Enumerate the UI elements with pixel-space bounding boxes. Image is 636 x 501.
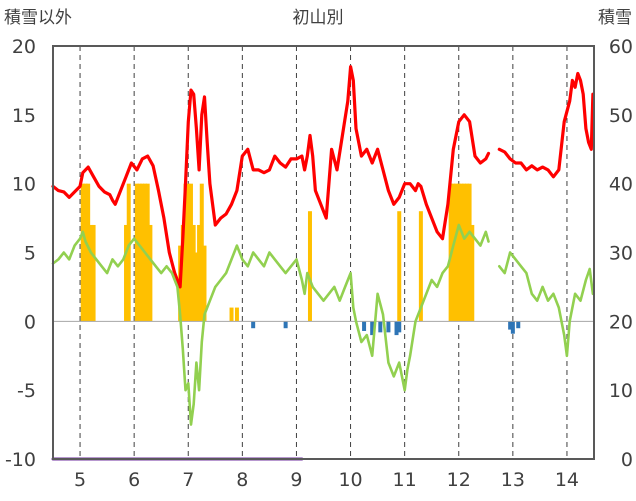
series-line-temp_max-1 [497,71,595,179]
right-tick-label: 50 [609,105,633,127]
right-tick-label: 30 [609,243,633,265]
x-tick-label: 5 [74,469,86,491]
right-tick-label: 20 [609,311,633,333]
negative-bar-0 [251,321,256,329]
precip-bar-35 [467,183,472,322]
x-tick-label: 13 [501,469,525,491]
left-tick-label: -10 [5,449,36,471]
precip-bar-7 [134,183,139,322]
right-tick-label: 60 [609,36,633,58]
precip-bar-34 [464,183,469,322]
x-axis-ticks: 5 6 7 8 9 10 11 12 13 14 [74,469,579,491]
precip-bar-27 [418,211,423,322]
vertical-gridlines [79,46,568,459]
precip-bar-3 [88,224,93,322]
x-tick-label: 9 [290,469,302,491]
precip-bar-16 [186,183,191,322]
series-line-temp_min-2 [51,223,490,426]
precip-bar-8 [137,183,142,322]
precip-bar-19 [194,252,199,322]
precip-bar-22 [202,245,207,322]
negative-bar-2 [362,321,367,331]
x-tick-label: 6 [128,469,140,491]
negative-bars [251,321,521,336]
x-tick-label: 14 [555,469,579,491]
x-tick-label: 12 [447,469,471,491]
precip-bar-18 [191,224,196,322]
precip-bar-0 [80,183,85,322]
precip-bar-9 [140,183,145,322]
precip-bar-20 [197,224,202,322]
precip-bar-25 [307,211,312,322]
left-axis-ticks: -10 -5 0 5 10 15 20 [5,36,36,471]
precip-bar-31 [456,183,461,322]
left-tick-label: 20 [12,36,36,58]
precip-bar-24 [234,307,239,322]
right-axis-label: 積雪 [598,8,632,28]
x-tick-label: 7 [182,469,194,491]
series-line-temp_max-0 [51,65,491,289]
precip-bar-33 [462,183,467,322]
right-axis-ticks: 0 10 20 30 40 50 60 [609,36,633,471]
precip-bar-1 [83,183,88,322]
left-tick-label: 10 [12,174,36,196]
negative-bar-7 [397,321,402,333]
precip-bar-36 [470,224,475,322]
precip-bar-6 [126,183,131,322]
negative-bar-3 [370,321,375,336]
precip-bar-4 [91,224,96,322]
precip-bar-17 [188,183,193,322]
negative-bar-4 [378,321,383,333]
precip-bar-32 [459,183,464,322]
x-tick-label: 8 [236,469,248,491]
precip-bar-21 [199,183,204,322]
precip-bar-11 [145,183,150,322]
precip-bar-30 [454,183,459,322]
x-tick-label: 11 [393,469,417,491]
precip-bars [80,183,475,322]
left-tick-label: -5 [17,380,36,402]
negative-bar-8 [508,321,513,330]
plot-frame [52,45,595,460]
left-tick-label: 0 [24,311,36,333]
chart-title: 初山別 [293,8,344,28]
negative-bar-1 [283,321,288,329]
precip-bar-23 [229,307,234,322]
right-tick-label: 0 [621,449,633,471]
precip-bar-2 [86,183,91,322]
precip-bar-5 [124,224,129,322]
precip-bar-14 [180,224,185,322]
left-tick-label: 15 [12,105,36,127]
negative-bar-5 [386,321,391,333]
precip-bar-29 [451,183,456,322]
right-tick-label: 40 [609,174,633,196]
negative-bar-9 [510,321,515,334]
x-tick-label: 10 [338,469,362,491]
series-line-temp_min-3 [497,251,595,358]
precip-bar-15 [183,183,188,322]
negative-bar-6 [394,321,399,336]
left-axis-label: 積雪以外 [4,8,72,28]
negative-bar-10 [516,321,521,329]
precip-bar-12 [148,224,153,322]
right-tick-label: 10 [609,380,633,402]
left-tick-label: 5 [24,243,36,265]
precip-bar-26 [397,211,402,322]
